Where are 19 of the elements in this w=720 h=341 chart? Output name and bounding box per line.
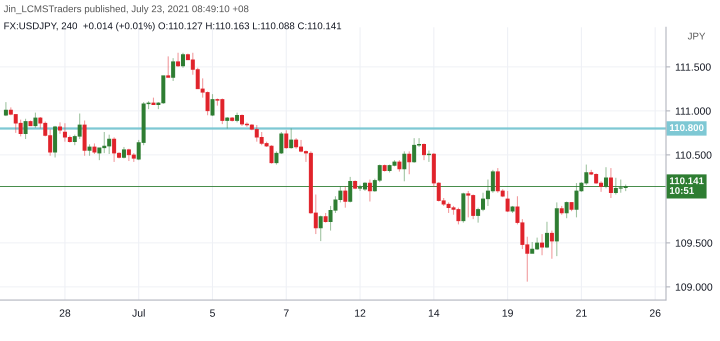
x-tick-label: 12 [355,309,366,317]
y-tick-label: 109.500 [676,239,712,247]
y-tick-label: 109.000 [676,283,712,291]
y-tick-label: 111.500 [676,63,711,71]
y-tick-label: 111.000 [676,107,711,115]
annotation: FX:USDJPY, 240 +0.014 (+0.01%) O:110.127 H:110.163 L:110.088 C:110.141 [4,22,342,32]
x-tick-label: 14 [428,309,440,317]
ref-line-label: 110.800 [670,124,704,132]
ref-line-label: 110.141 10:51 [670,177,704,194]
x-tick-label: 28 [60,309,70,317]
x-tick-label: 19 [502,309,513,317]
text: Jin_LCMSTraders published, July 23, 2021 08:49:10 +08 [4,5,248,14]
x-tick-label: 5 [210,309,215,317]
text: JPY [688,32,706,40]
y-tick-label: 110.500 [676,151,712,159]
x-tick-label: Jul [132,309,145,317]
x-tick-label: 21 [576,309,587,317]
x-tick-label: 26 [650,309,661,317]
x-tick-label: 7 [284,309,289,317]
